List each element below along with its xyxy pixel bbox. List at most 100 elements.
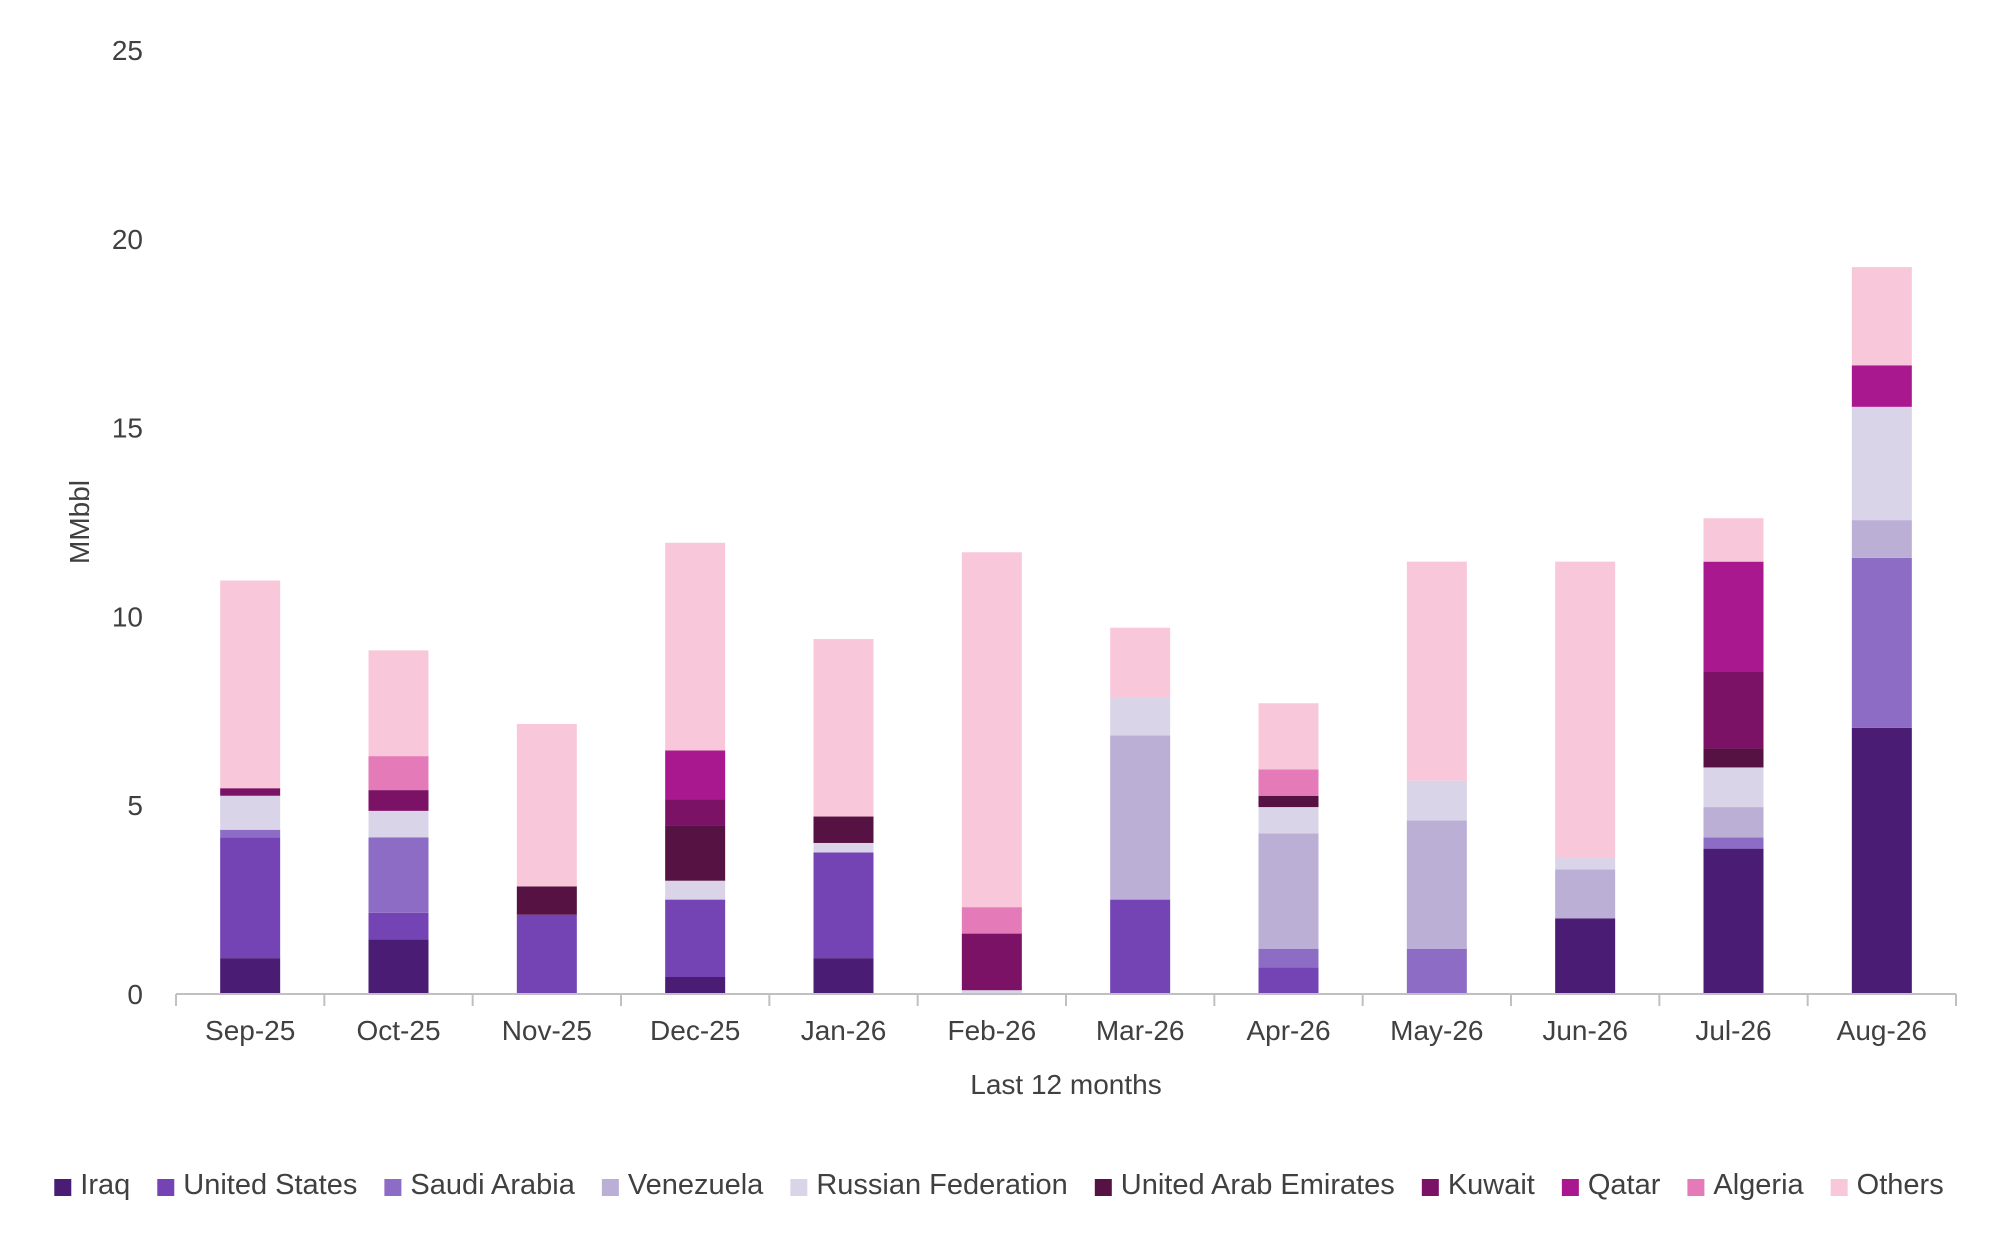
y-tick-label-15: 15 xyxy=(112,413,143,444)
bar-dec-25-united-states xyxy=(665,899,726,978)
bar-jun-26-venezuela xyxy=(1555,869,1616,919)
legend-item-venezuela: Venezuela xyxy=(601,1169,764,1201)
bar-jan-26-others xyxy=(813,639,874,817)
x-tick-label-feb-26: Feb-26 xyxy=(947,1015,1036,1046)
bar-group-apr-26 xyxy=(1258,703,1319,994)
bar-aug-26-venezuela xyxy=(1851,520,1912,558)
bar-group-aug-26 xyxy=(1851,267,1912,994)
bar-dec-25-united-arab-emirates xyxy=(665,825,726,881)
bar-jul-26-iraq xyxy=(1703,848,1764,994)
bar-dec-25-kuwait xyxy=(665,799,726,826)
bar-mar-26-russian-federation xyxy=(1110,697,1171,736)
bar-aug-26-russian-federation xyxy=(1851,406,1912,521)
x-tick-label-oct-25: Oct-25 xyxy=(356,1015,440,1046)
bar-apr-26-algeria xyxy=(1258,769,1319,796)
bar-oct-25-saudi-arabia xyxy=(368,837,429,913)
y-tick-label-5: 5 xyxy=(127,790,143,821)
legend-item-united-arab-emirates: United Arab Emirates xyxy=(1094,1169,1395,1201)
x-tick-label-dec-25: Dec-25 xyxy=(650,1015,740,1046)
bar-apr-26-venezuela xyxy=(1258,833,1319,949)
bar-sep-25-russian-federation xyxy=(220,795,281,830)
bar-apr-26-united-arab-emirates xyxy=(1258,795,1319,808)
legend-label-venezuela: Venezuela xyxy=(628,1169,764,1201)
bar-jun-26-others xyxy=(1555,561,1616,859)
bar-may-26-russian-federation xyxy=(1406,780,1467,821)
bar-jan-26-russian-federation xyxy=(813,842,874,853)
bar-feb-26-kuwait xyxy=(961,933,1022,991)
bar-sep-25-united-states xyxy=(220,837,281,959)
bar-aug-26-qatar xyxy=(1851,365,1912,407)
bar-may-26-venezuela xyxy=(1406,820,1467,949)
bar-sep-25-kuwait xyxy=(220,788,281,796)
bar-dec-25-iraq xyxy=(665,977,726,994)
legend-item-algeria: Algeria xyxy=(1687,1169,1805,1201)
legend-item-russian-federation: Russian Federation xyxy=(790,1169,1068,1201)
bar-group-oct-25 xyxy=(368,650,429,994)
bar-dec-25-qatar xyxy=(665,750,726,800)
bars xyxy=(220,267,1912,994)
bar-nov-25-united-arab-emirates xyxy=(516,886,577,915)
y-tick-label-25: 25 xyxy=(112,35,143,66)
bar-oct-25-algeria xyxy=(368,756,429,791)
legend-label-united-arab-emirates: United Arab Emirates xyxy=(1121,1169,1395,1201)
bar-dec-25-russian-federation xyxy=(665,880,726,900)
x-tick-label-mar-26: Mar-26 xyxy=(1096,1015,1185,1046)
bar-group-jul-26 xyxy=(1703,518,1764,994)
bar-group-feb-26 xyxy=(961,552,1022,994)
bar-group-sep-25 xyxy=(220,580,281,994)
legend-label-qatar: Qatar xyxy=(1588,1169,1661,1201)
legend-item-kuwait: Kuwait xyxy=(1421,1169,1535,1201)
x-tick-label-nov-25: Nov-25 xyxy=(502,1015,592,1046)
bar-nov-25-others xyxy=(516,724,577,887)
bar-apr-26-united-states xyxy=(1258,967,1319,994)
bar-jan-26-united-arab-emirates xyxy=(813,816,874,843)
legend-label-kuwait: Kuwait xyxy=(1448,1169,1535,1201)
x-tick-label-jan-26: Jan-26 xyxy=(801,1015,887,1046)
legend-item-saudi-arabia: Saudi Arabia xyxy=(384,1169,576,1201)
bar-group-dec-25 xyxy=(665,542,726,994)
legend-swatch-algeria xyxy=(1687,1179,1705,1196)
x-tick-label-jul-26: Jul-26 xyxy=(1695,1015,1771,1046)
bar-jul-26-kuwait xyxy=(1703,671,1764,749)
bar-group-nov-25 xyxy=(516,724,577,994)
legend-item-others: Others xyxy=(1830,1169,1944,1201)
x-tick-label-aug-26: Aug-26 xyxy=(1837,1015,1927,1046)
legend-label-saudi-arabia: Saudi Arabia xyxy=(410,1169,575,1201)
legend-item-qatar: Qatar xyxy=(1561,1169,1661,1201)
legend-label-iraq: Iraq xyxy=(80,1169,130,1201)
legend-swatch-iraq xyxy=(54,1179,72,1196)
legend-swatch-others xyxy=(1830,1179,1848,1196)
y-tick-label-20: 20 xyxy=(112,224,143,255)
y-axis-ticks: 0 5 10 15 20 25 xyxy=(112,35,143,1010)
legend-label-united-states: United States xyxy=(183,1169,357,1201)
y-tick-label-0: 0 xyxy=(127,979,143,1010)
bar-jul-26-saudi-arabia xyxy=(1703,837,1764,849)
legend-swatch-russian-federation xyxy=(790,1179,808,1196)
legend-swatch-venezuela xyxy=(601,1179,619,1196)
bar-jul-26-qatar xyxy=(1703,561,1764,672)
bar-jul-26-venezuela xyxy=(1703,807,1764,838)
bar-jan-26-united-states xyxy=(813,852,874,959)
bar-jan-26-iraq xyxy=(813,958,874,994)
legend: Iraq United States Saudi Arabia Venezuela Ru… xyxy=(54,1169,1944,1201)
bar-sep-25-iraq xyxy=(220,958,281,994)
x-tick-label-jun-26: Jun-26 xyxy=(1542,1015,1628,1046)
x-axis-ticks: Sep-25 Oct-25 Nov-25 Dec-25 Jan-26 Feb-26 Mar-… xyxy=(175,994,1957,1046)
bar-mar-26-venezuela xyxy=(1110,735,1171,900)
bar-apr-26-russian-federation xyxy=(1258,807,1319,834)
y-axis-title: MMbbl xyxy=(64,480,95,564)
legend-swatch-kuwait xyxy=(1421,1179,1439,1196)
bar-sep-25-others xyxy=(220,580,281,789)
bar-sep-25-saudi-arabia xyxy=(220,829,281,838)
legend-item-iraq: Iraq xyxy=(54,1169,130,1201)
bar-aug-26-others xyxy=(1851,267,1912,366)
legend-label-others: Others xyxy=(1857,1169,1944,1201)
bar-jun-26-iraq xyxy=(1555,918,1616,994)
legend-item-united-states: United States xyxy=(157,1169,357,1201)
y-tick-label-10: 10 xyxy=(112,601,143,632)
x-axis-title: Last 12 months xyxy=(970,1069,1161,1100)
x-tick-label-sep-25: Sep-25 xyxy=(205,1015,295,1046)
bar-mar-26-united-states xyxy=(1110,899,1171,994)
